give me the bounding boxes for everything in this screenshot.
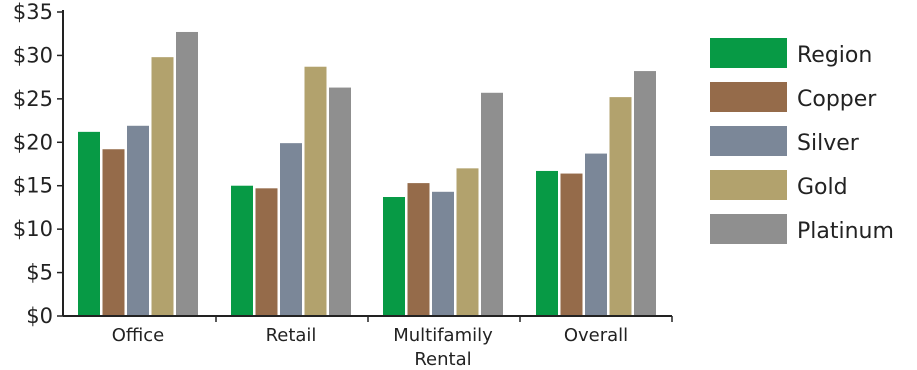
y-tick-label: $0 <box>26 304 53 328</box>
y-tick-label: $10 <box>13 217 53 241</box>
legend-swatch-silver <box>710 126 787 156</box>
bar-silver-1 <box>280 143 302 316</box>
y-tick-label: $15 <box>13 174 53 198</box>
bar-region-3 <box>536 170 558 316</box>
y-axis-ticks: $0 $5 $10 $15 $20 $25 $30 $35 <box>13 0 63 328</box>
legend-label-copper: Copper <box>797 87 877 112</box>
legend-swatch-platinum <box>710 214 787 244</box>
y-tick-label: $35 <box>13 0 53 24</box>
legend-swatch-region <box>710 38 787 68</box>
legend-swatch-copper <box>710 82 787 112</box>
bar-platinum-3 <box>634 71 656 316</box>
bars <box>78 31 656 317</box>
bar-platinum-2 <box>481 92 503 316</box>
x-category-label: Retail <box>266 325 317 346</box>
legend-label-gold: Gold <box>797 175 848 200</box>
legend-label-platinum: Platinum <box>797 219 894 244</box>
bar-region-0 <box>78 131 100 316</box>
legend-label-silver: Silver <box>797 131 860 156</box>
bar-copper-2 <box>407 183 430 316</box>
legend-swatch-gold <box>710 170 787 200</box>
bar-silver-3 <box>585 153 607 316</box>
bar-gold-2 <box>456 168 479 316</box>
y-tick-label: $30 <box>13 43 53 67</box>
x-axis-labels: Office Retail Multifamily Rental Overall <box>112 325 628 370</box>
bar-copper-0 <box>102 149 125 316</box>
bar-silver-0 <box>127 125 149 316</box>
bar-region-1 <box>231 185 253 316</box>
bar-copper-1 <box>255 188 278 316</box>
bar-platinum-0 <box>176 31 198 316</box>
y-tick-label: $5 <box>26 261 53 285</box>
axes <box>62 10 673 322</box>
bar-silver-2 <box>432 191 454 316</box>
bar-gold-3 <box>609 97 632 317</box>
bar-copper-3 <box>560 173 583 316</box>
y-tick-label: $20 <box>13 130 53 154</box>
bar-gold-0 <box>151 57 174 317</box>
legend-label-region: Region <box>797 43 872 68</box>
x-category-label: Overall <box>564 325 628 346</box>
bar-platinum-1 <box>329 87 351 317</box>
y-tick-label: $25 <box>13 87 53 111</box>
x-category-label: Office <box>112 325 165 346</box>
x-category-label: Multifamily Rental <box>393 325 493 370</box>
bar-gold-1 <box>304 66 327 316</box>
legend: Region Copper Silver Gold Platinum <box>710 38 894 244</box>
bar-region-2 <box>383 197 405 316</box>
